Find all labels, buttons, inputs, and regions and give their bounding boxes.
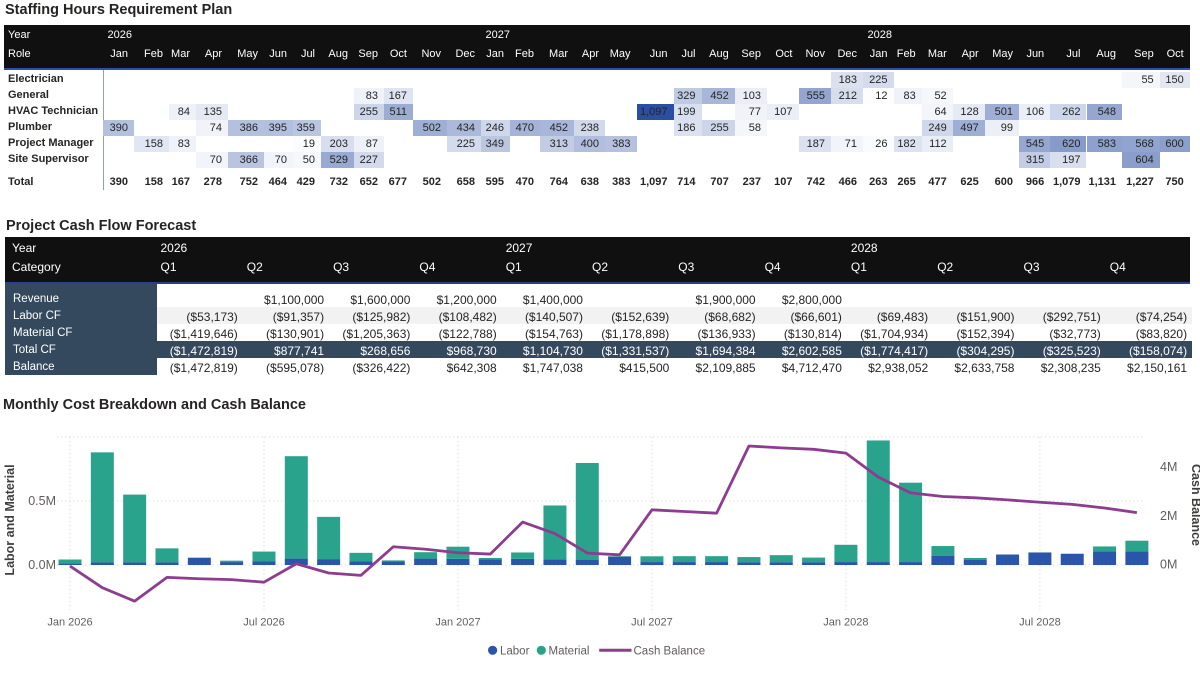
svg-text:4M: 4M (1160, 460, 1177, 474)
svg-text:Cash Balance: Cash Balance (634, 645, 706, 657)
svg-text:Cash Balance: Cash Balance (1189, 464, 1200, 546)
svg-text:0.5M: 0.5M (28, 494, 56, 508)
svg-text:Labor: Labor (500, 645, 530, 657)
svg-text:Jan 2026: Jan 2026 (47, 617, 92, 629)
svg-text:Labor and Material: Labor and Material (3, 464, 17, 575)
svg-text:0M: 0M (1160, 558, 1177, 572)
svg-text:Jan 2027: Jan 2027 (435, 617, 480, 629)
svg-text:Jul 2028: Jul 2028 (1019, 617, 1061, 629)
svg-text:0.0M: 0.0M (28, 558, 56, 572)
svg-text:Monthly Cost Breakdown and Cas: Monthly Cost Breakdown and Cash Balance (3, 397, 306, 413)
svg-text:Jul 2026: Jul 2026 (243, 617, 285, 629)
svg-text:Jan 2028: Jan 2028 (823, 617, 868, 629)
svg-text:Jul 2027: Jul 2027 (631, 617, 673, 629)
svg-text:Material: Material (549, 645, 590, 657)
svg-text:2M: 2M (1160, 509, 1177, 523)
